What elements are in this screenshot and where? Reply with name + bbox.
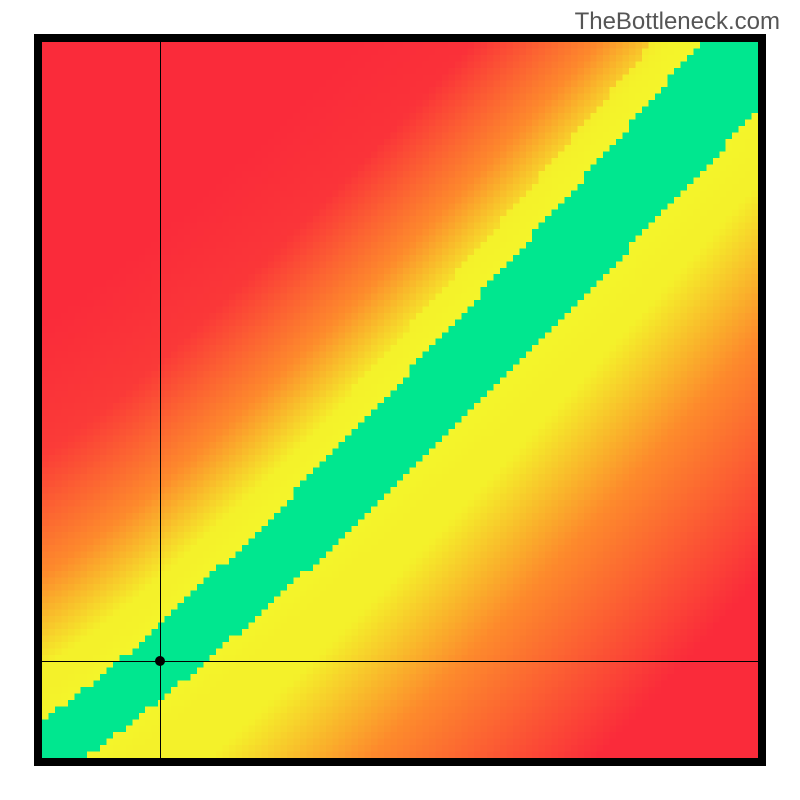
- plot-frame-right: [758, 42, 766, 758]
- plot-frame-left: [34, 42, 42, 758]
- crosshair-vertical: [160, 42, 161, 758]
- crosshair-horizontal: [42, 661, 758, 662]
- plot-frame-bottom: [34, 758, 766, 766]
- bottleneck-heatmap: [42, 42, 758, 758]
- watermark-text: TheBottleneck.com: [575, 8, 780, 36]
